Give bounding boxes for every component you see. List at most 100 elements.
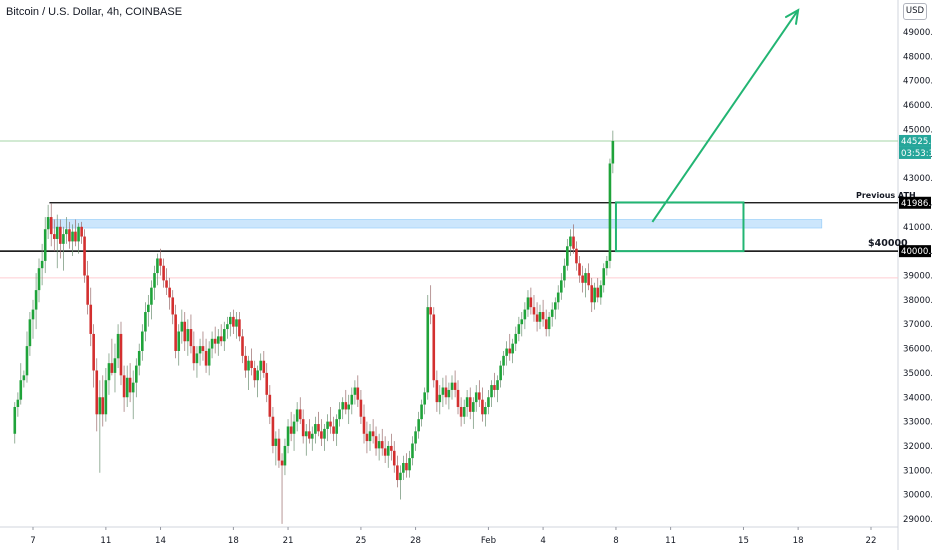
y-tick-label: 41000.00 bbox=[903, 223, 932, 233]
candle bbox=[286, 419, 290, 454]
candle bbox=[459, 397, 463, 427]
candle-body bbox=[46, 217, 50, 230]
candle-body bbox=[462, 406, 466, 417]
candle-body bbox=[271, 416, 275, 446]
x-tick-label: 14 bbox=[155, 536, 166, 546]
y-tick-label: 39000.00 bbox=[903, 272, 932, 282]
candle-body bbox=[219, 336, 223, 342]
currency-scale-button[interactable]: USD bbox=[903, 3, 927, 20]
candle bbox=[298, 397, 302, 425]
candle bbox=[150, 280, 153, 320]
candle-body bbox=[292, 421, 296, 434]
candle bbox=[134, 358, 138, 398]
candle-body bbox=[222, 329, 226, 342]
candle-body bbox=[156, 258, 159, 274]
x-tick-label: 8 bbox=[613, 536, 618, 546]
candle bbox=[59, 219, 62, 259]
candle-body bbox=[350, 394, 354, 405]
x-tick-label: 22 bbox=[866, 536, 877, 546]
candle bbox=[216, 329, 220, 356]
candle bbox=[37, 258, 41, 303]
candle bbox=[587, 263, 590, 291]
candle bbox=[547, 312, 551, 337]
candle bbox=[529, 287, 533, 315]
candle-body bbox=[502, 355, 505, 366]
target-box bbox=[614, 201, 745, 253]
candle-body bbox=[499, 365, 502, 381]
candle bbox=[396, 455, 399, 488]
candle bbox=[210, 331, 214, 359]
candle-body bbox=[37, 268, 41, 291]
candle bbox=[414, 426, 417, 451]
candle-body bbox=[453, 382, 457, 390]
candle bbox=[344, 389, 348, 415]
candle-body bbox=[74, 231, 77, 242]
candle-body bbox=[414, 431, 417, 444]
candle bbox=[259, 353, 263, 381]
candle-body bbox=[150, 287, 153, 305]
candle-body bbox=[359, 399, 363, 417]
candle-body bbox=[268, 394, 272, 417]
candle bbox=[213, 326, 217, 354]
candle-body bbox=[550, 309, 554, 317]
candle bbox=[156, 253, 159, 286]
candle bbox=[390, 433, 393, 461]
candle-body bbox=[505, 348, 508, 356]
candle bbox=[83, 229, 86, 283]
candle-body bbox=[435, 380, 439, 403]
candle-body bbox=[226, 324, 229, 330]
candle-body bbox=[98, 397, 102, 415]
candles-layer bbox=[13, 130, 615, 524]
candle bbox=[68, 221, 71, 249]
candle-body bbox=[77, 226, 80, 242]
candle bbox=[511, 338, 514, 364]
candle bbox=[356, 375, 360, 407]
countdown-badge-bg bbox=[899, 146, 931, 159]
candle-body bbox=[587, 273, 590, 286]
candle-body bbox=[314, 424, 317, 434]
candle-body bbox=[584, 273, 587, 283]
candle bbox=[256, 365, 259, 398]
candle-body bbox=[180, 321, 184, 332]
candle-body bbox=[444, 387, 448, 398]
candle-body bbox=[426, 307, 430, 393]
candle bbox=[444, 375, 448, 405]
candle-body bbox=[553, 302, 557, 310]
candle bbox=[374, 426, 378, 456]
candle-body bbox=[189, 329, 193, 347]
y-tick-label: 34000.00 bbox=[903, 393, 932, 403]
ath-badge-text: 41986.37 bbox=[901, 199, 932, 209]
candle-body bbox=[131, 382, 135, 393]
candle bbox=[365, 421, 369, 454]
candle bbox=[377, 433, 381, 461]
candle-body bbox=[478, 392, 481, 400]
y-axis[interactable]: 5( 29000.0030000.0031000.0032000.0033000… bbox=[903, 5, 932, 525]
candle-body bbox=[487, 397, 490, 407]
candle-body bbox=[16, 399, 20, 407]
candle-body bbox=[338, 409, 341, 420]
candle-body bbox=[465, 397, 469, 407]
candle bbox=[77, 223, 80, 254]
candle bbox=[174, 304, 177, 359]
candle-body bbox=[253, 368, 257, 381]
candle bbox=[453, 370, 457, 398]
x-axis[interactable]: 7 11 14 18 21 25 28 Feb 4 8 11 15 18 22 bbox=[30, 527, 876, 546]
x-tick-label: Feb bbox=[481, 536, 496, 546]
y-tick-label: 36000.00 bbox=[903, 345, 932, 355]
candle-body bbox=[116, 333, 120, 359]
candle-body bbox=[174, 314, 177, 351]
candle bbox=[122, 365, 126, 412]
candle-body bbox=[250, 360, 253, 369]
candle bbox=[502, 350, 505, 376]
candle bbox=[92, 324, 95, 388]
candle-body bbox=[566, 246, 569, 266]
candle bbox=[201, 331, 205, 361]
candle bbox=[487, 389, 490, 415]
candle-body bbox=[608, 163, 612, 261]
candle-body bbox=[569, 236, 572, 247]
y-tick-label: 46000.00 bbox=[903, 101, 932, 111]
candle bbox=[22, 370, 26, 388]
candle-body bbox=[59, 226, 62, 244]
candle bbox=[232, 309, 235, 334]
